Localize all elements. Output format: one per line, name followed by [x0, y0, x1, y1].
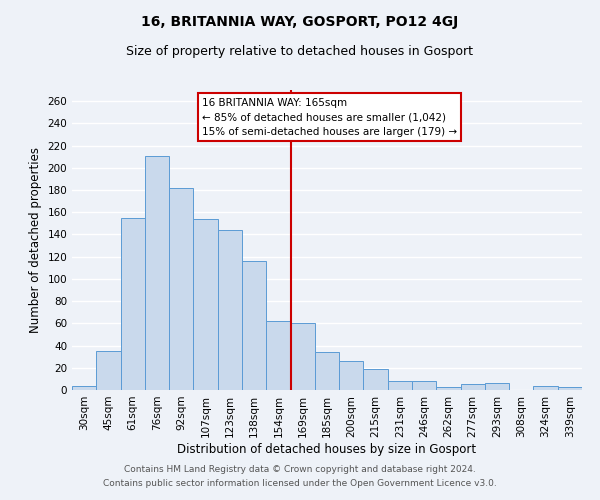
Text: Contains HM Land Registry data © Crown copyright and database right 2024.
Contai: Contains HM Land Registry data © Crown c… [103, 466, 497, 487]
Bar [290, 324, 315, 390]
Bar [96, 351, 121, 390]
Bar [145, 156, 169, 390]
Bar [485, 384, 509, 390]
Text: Size of property relative to detached houses in Gosport: Size of property relative to detached ho… [127, 45, 473, 58]
Bar [533, 386, 558, 390]
Bar [461, 384, 485, 390]
Bar [169, 188, 193, 390]
Y-axis label: Number of detached properties: Number of detached properties [29, 147, 42, 333]
Text: 16 BRITANNIA WAY: 165sqm
← 85% of detached houses are smaller (1,042)
15% of sem: 16 BRITANNIA WAY: 165sqm ← 85% of detach… [202, 98, 457, 137]
Bar [72, 386, 96, 390]
Bar [364, 369, 388, 390]
Bar [388, 381, 412, 390]
Bar [558, 386, 582, 390]
Bar [315, 352, 339, 390]
Bar [218, 230, 242, 390]
Bar [193, 219, 218, 390]
Text: 16, BRITANNIA WAY, GOSPORT, PO12 4GJ: 16, BRITANNIA WAY, GOSPORT, PO12 4GJ [142, 15, 458, 29]
Bar [266, 321, 290, 390]
X-axis label: Distribution of detached houses by size in Gosport: Distribution of detached houses by size … [178, 442, 476, 456]
Bar [412, 381, 436, 390]
Bar [339, 361, 364, 390]
Bar [436, 386, 461, 390]
Bar [121, 218, 145, 390]
Bar [242, 261, 266, 390]
